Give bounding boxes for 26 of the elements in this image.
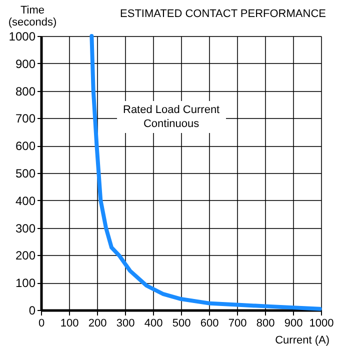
- x-tick-label: 1000: [309, 318, 334, 330]
- y-tick-label: 400: [15, 194, 36, 208]
- y-tick-label: 1000: [8, 30, 36, 44]
- y-tick-label: 700: [15, 112, 36, 126]
- x-tick-label: 700: [228, 318, 247, 330]
- annotation: Rated Load Current Continuous: [117, 101, 226, 133]
- y-axis-title: Time (seconds): [8, 4, 57, 28]
- y-tick-label: 100: [15, 276, 36, 290]
- y-tick-label: 600: [15, 139, 36, 154]
- chart-title: ESTIMATED CONTACT PERFORMANCE: [120, 8, 326, 20]
- x-tick-label: 100: [60, 318, 79, 330]
- x-tick-label: 400: [144, 318, 163, 330]
- y-tick-label: 200: [15, 248, 36, 263]
- x-axis-title: Current (A): [275, 334, 330, 346]
- x-tick-label: 600: [200, 318, 219, 330]
- x-tick-label: 0: [38, 318, 45, 330]
- y-tick-label: 800: [15, 84, 36, 98]
- x-tick-label: 300: [116, 318, 135, 330]
- x-tick-label: 900: [284, 318, 303, 330]
- y-tick-label: 500: [15, 166, 36, 180]
- x-tick-label: 500: [172, 318, 191, 330]
- y-tick-label: 900: [15, 56, 36, 71]
- x-tick-label: 800: [256, 318, 275, 330]
- y-tick-label: 0: [28, 304, 36, 318]
- y-tick-label: 300: [15, 221, 36, 236]
- x-tick-label: 200: [88, 318, 107, 330]
